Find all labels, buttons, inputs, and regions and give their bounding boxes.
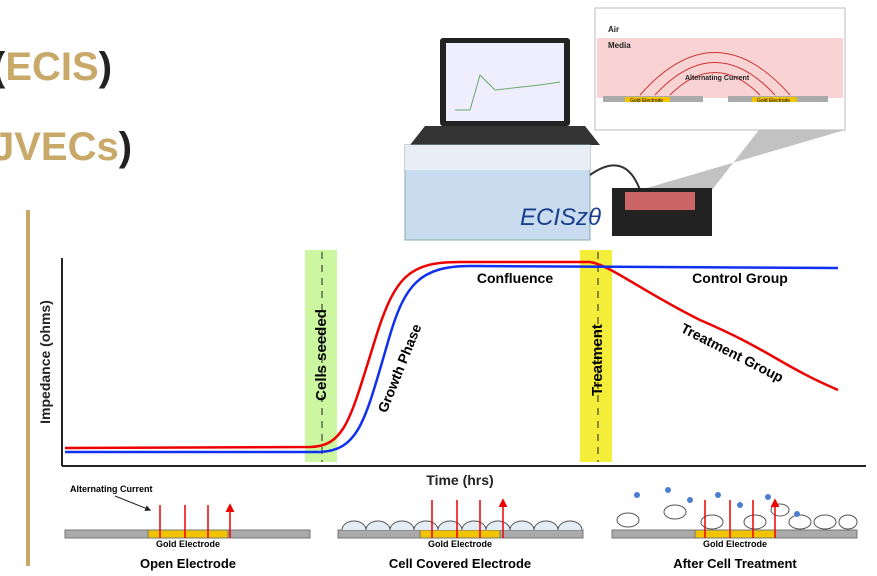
inset-electrode-label: Gold Electrode (630, 98, 663, 104)
panel-caption: Cell Covered Electrode (389, 556, 531, 571)
y-label: Impedance (ohms) (37, 300, 53, 424)
panel-open: Gold Electrode Open Electrode (65, 505, 310, 571)
treatment-group-label: Treatment Group (678, 320, 786, 385)
laptop-display (446, 43, 564, 121)
text-part: ) (99, 45, 112, 89)
slide: (ECIS) JVECs) Air Media Alternating Curr… (0, 0, 877, 576)
panel-treated: Gold Electrode After Cell Treatment (612, 487, 857, 571)
cells (342, 521, 582, 530)
detached-cells (617, 504, 857, 529)
text-part: JVECs (0, 125, 119, 169)
control-curve (65, 266, 838, 452)
device-brand: ECISzθ (520, 204, 601, 231)
growth-label: Growth Phase (374, 321, 424, 414)
panel-caption: Open Electrode (140, 556, 236, 571)
title-line1: (ECIS) (0, 45, 112, 89)
treatment-label: Treatment (589, 324, 606, 396)
electrode-label: Gold Electrode (428, 539, 492, 549)
text-part: ) (119, 125, 132, 169)
inset-electrode-label: Gold Electrode (757, 98, 790, 104)
electrode (695, 530, 775, 538)
device-top (405, 145, 590, 170)
cable (590, 165, 640, 190)
inset-media-label: Media (608, 41, 631, 50)
electrode-label: Gold Electrode (156, 539, 220, 549)
station-plate (625, 192, 695, 210)
inset-media (597, 38, 843, 98)
control-label: Control Group (692, 270, 788, 286)
inset-air: Air (608, 25, 619, 34)
pointer (115, 496, 150, 510)
text-part: ECIS (5, 45, 98, 89)
panel-caption: After Cell Treatment (673, 556, 797, 571)
panel-covered: Gold Electrode Cell Covered Electrode (338, 500, 583, 571)
laptop-base (410, 126, 600, 145)
current-label: Alternating Current (70, 484, 153, 494)
seeded-label: Cells seeded (313, 309, 330, 401)
confluence-label: Confluence (477, 270, 553, 286)
title-line2: JVECs) (0, 125, 132, 169)
electrode-label: Gold Electrode (703, 539, 767, 549)
x-label: Time (hrs) (426, 472, 493, 488)
inset-current-label: Alternating Current (685, 75, 750, 82)
